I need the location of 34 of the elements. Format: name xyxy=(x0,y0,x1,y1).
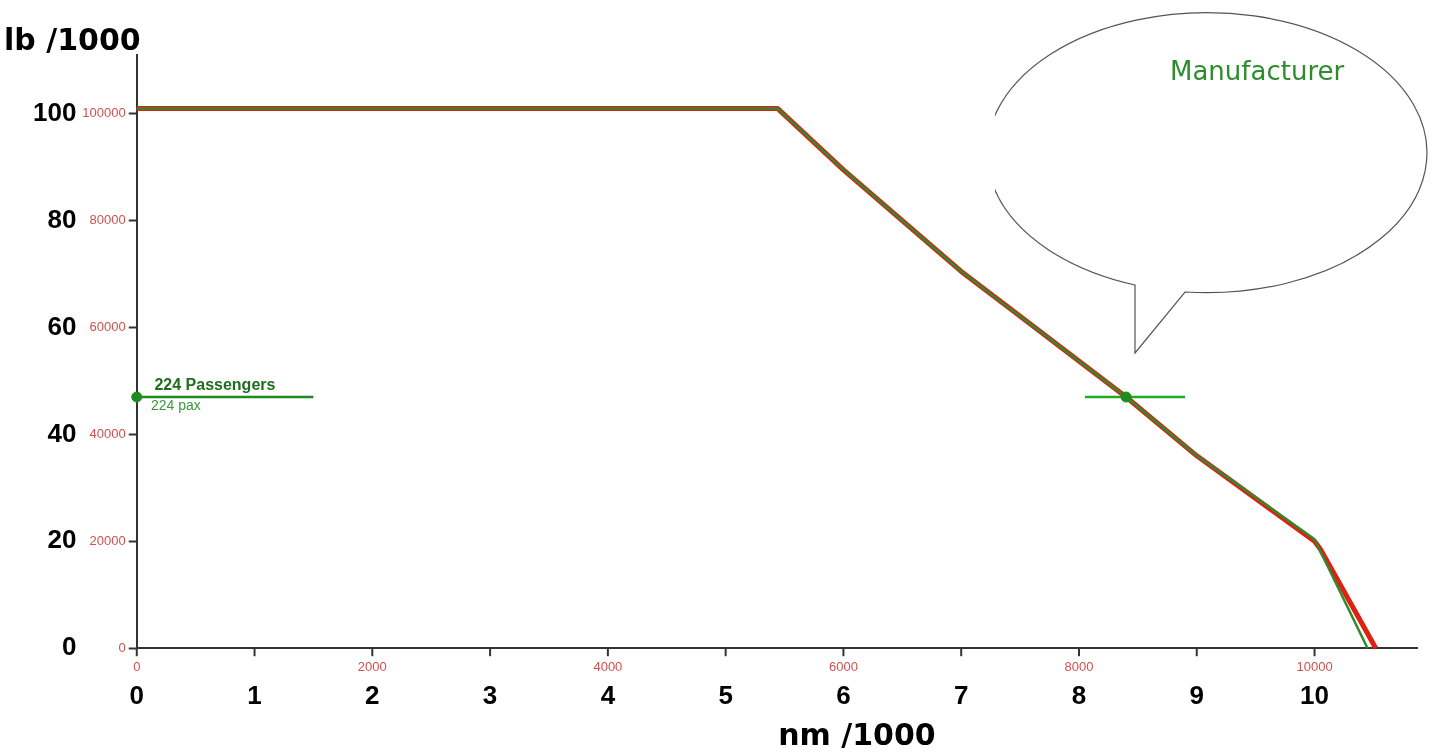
x2-tick-label: 8000 xyxy=(1064,658,1094,674)
x2-tick-label: 4000 xyxy=(593,658,623,674)
x-tick-label: 10 xyxy=(1300,679,1329,710)
y2-tick-label: 60000 xyxy=(89,319,126,335)
text: Manufacturer xyxy=(1170,56,1345,86)
y-tick-label: 60 xyxy=(47,310,77,341)
x2-tick-label: 0 xyxy=(133,658,141,674)
annotation: 224 pax xyxy=(150,396,201,413)
x2-tick-label: 6000 xyxy=(828,658,858,674)
x-tick-label: 5 xyxy=(718,679,733,710)
y2-tick-label: 40000 xyxy=(89,426,126,442)
y2-tick-label: 80000 xyxy=(89,212,126,228)
x-tick-label: 0 xyxy=(129,679,144,710)
x-axis-title: nm /1000 xyxy=(778,717,936,752)
x-tick-label: 6 xyxy=(836,679,851,710)
x-tick-label: 2 xyxy=(365,679,380,710)
y2-tick-label: 20000 xyxy=(89,532,126,548)
x-tick-label: 9 xyxy=(1189,679,1204,710)
x-tick-label: 8 xyxy=(1071,679,1087,710)
y-tick-label: 0 xyxy=(61,631,77,662)
y-tick-label: 100 xyxy=(32,96,77,127)
x-tick-label: 3 xyxy=(482,679,498,710)
y2-tick-label: 0 xyxy=(118,639,126,655)
y-tick-label: 20 xyxy=(47,524,77,555)
y2-tick-label: 100000 xyxy=(82,105,126,121)
y-axis-title: lb /1000 xyxy=(4,22,141,57)
x-tick-label: 1 xyxy=(247,679,262,710)
annotation: 224 Passengers xyxy=(154,376,276,394)
y-tick-label: 40 xyxy=(47,417,77,448)
x2-tick-label: 2000 xyxy=(357,658,387,674)
x-tick-label: 7 xyxy=(953,679,969,710)
x-tick-label: 4 xyxy=(600,679,616,710)
y-tick-label: 80 xyxy=(47,203,77,234)
x2-tick-label: 10000 xyxy=(1296,658,1333,674)
